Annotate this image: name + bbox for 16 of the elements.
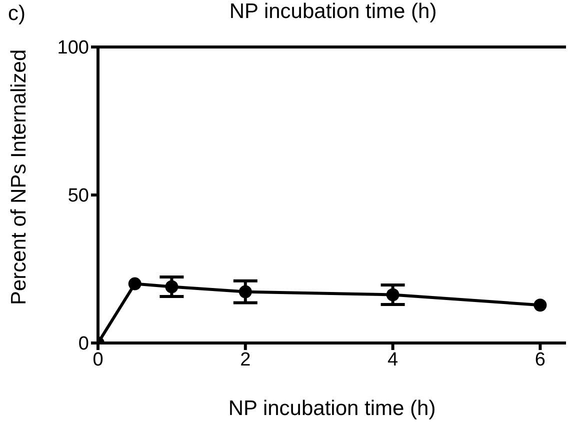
x-tick-label: 2 xyxy=(240,349,251,370)
point xyxy=(165,280,178,294)
y-axis-title: Percent of NPs Internalized xyxy=(7,49,30,305)
text: c) xyxy=(8,2,26,26)
x-tick-label: 6 xyxy=(534,349,546,370)
y-tick-label: 0 xyxy=(78,334,89,355)
x-tick-label: 4 xyxy=(388,349,399,370)
y-tick-label: 100 xyxy=(57,38,89,59)
point xyxy=(238,285,252,298)
point xyxy=(386,288,400,302)
y-tick-label: 50 xyxy=(68,186,89,207)
x-axis-title: NP incubation time (h) xyxy=(228,397,436,420)
point xyxy=(128,277,142,290)
x-tick-label: 0 xyxy=(92,349,104,370)
chart-title: NP incubation time (h) xyxy=(229,0,437,23)
point xyxy=(534,298,547,312)
